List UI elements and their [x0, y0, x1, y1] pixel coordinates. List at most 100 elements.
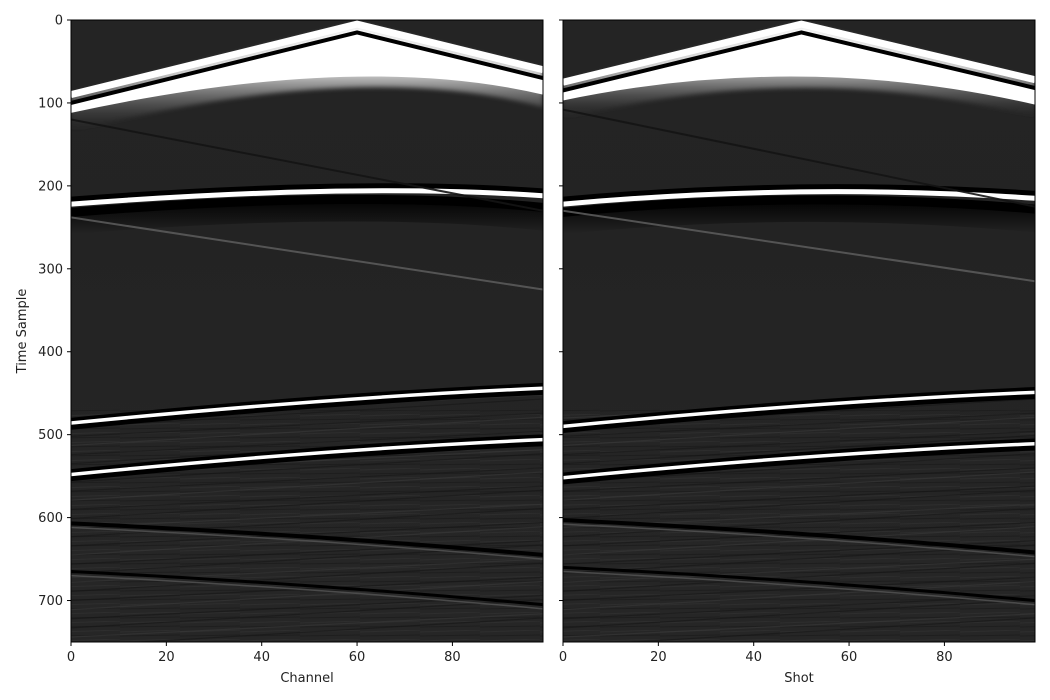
direct-wave-peak	[71, 20, 543, 99]
texture-line	[563, 558, 1035, 583]
hyperbola-peak	[71, 188, 543, 207]
hyperbola-precursor	[563, 184, 1035, 202]
texture-line	[563, 434, 1035, 465]
texture-line	[71, 540, 543, 565]
panel-right: 0 20 40 60 80	[559, 19, 1036, 665]
y-tick-label: 100	[38, 96, 63, 111]
faint-linear-event	[563, 209, 1035, 283]
faint-linear-event	[563, 108, 1035, 208]
reflection-flank	[71, 434, 543, 474]
direct-wave-trough	[563, 30, 1035, 93]
x-tick-label: 20	[650, 650, 667, 665]
direct-wave-peak	[563, 20, 1035, 86]
y-tick-label: 700	[38, 594, 63, 609]
hyperbola-precursor	[71, 183, 543, 202]
texture-line	[563, 594, 1035, 620]
reflection-flank	[71, 441, 543, 482]
texture-line	[563, 526, 1035, 556]
direct-wave-core	[71, 34, 543, 113]
texture-line	[71, 521, 543, 547]
panel-left: 0 20 40 60 80 0 100 200 300 400 500 600 700	[38, 14, 544, 665]
texture-line	[71, 412, 543, 437]
texture-line	[71, 599, 543, 629]
y-tick-label: 300	[38, 262, 63, 277]
dark-event	[71, 521, 543, 557]
reflection-flank	[563, 445, 1035, 485]
dark-event-sidelobe	[71, 526, 543, 560]
dark-event-sidelobe	[563, 523, 1035, 558]
faint-linear-event	[71, 216, 543, 291]
texture-line	[563, 580, 1035, 611]
x-tick-label: 0	[559, 650, 567, 665]
texture-line	[563, 562, 1035, 593]
texture-line	[71, 430, 543, 456]
texture-line	[563, 489, 1035, 520]
dark-event-sidelobe	[71, 574, 543, 610]
reflection-event	[71, 386, 543, 425]
texture-line	[130, 617, 543, 642]
reflection-event	[71, 437, 543, 477]
texture-line	[563, 471, 1035, 501]
reflection-flank	[71, 389, 543, 430]
hyperbola-shadow	[563, 199, 1035, 234]
hyperbola-peak	[563, 189, 1035, 207]
x-tick-label: 20	[158, 650, 175, 665]
texture-line	[71, 485, 543, 510]
direct-wave-core	[563, 34, 1035, 105]
texture-line	[71, 503, 543, 529]
x-tick-label: 40	[745, 650, 762, 665]
y-tick-label: 200	[38, 179, 63, 194]
axes-frame	[70, 19, 544, 643]
image-area	[71, 20, 543, 642]
reflection-flank	[71, 382, 543, 422]
axes-frame	[562, 19, 1036, 643]
texture-line	[563, 613, 1035, 638]
image-area	[563, 20, 1035, 642]
reflection-flank	[563, 387, 1035, 426]
hyperbola-trough	[71, 194, 543, 217]
texture-line	[71, 471, 543, 501]
faint-linear-event	[71, 118, 543, 212]
reflection-event	[563, 390, 1035, 429]
reflection-flank	[563, 438, 1035, 477]
texture-line	[563, 485, 1035, 510]
dark-event-sidelobe	[563, 570, 1035, 606]
reflection-event	[563, 442, 1035, 480]
texture-line	[71, 594, 543, 620]
texture-line	[563, 576, 1035, 602]
x-tick-label: 40	[253, 650, 270, 665]
dark-event	[563, 518, 1035, 555]
texture-line	[71, 398, 543, 428]
texture-line	[563, 453, 1035, 483]
hyperbola-trough	[563, 195, 1035, 217]
dark-event	[71, 570, 543, 607]
x-axis-label-right: Shot	[784, 671, 814, 686]
x-axis-label-left: Channel	[280, 671, 333, 686]
texture-line	[71, 558, 543, 583]
y-tick-label: 600	[38, 511, 63, 526]
dark-event	[563, 565, 1035, 603]
y-tick-label: 400	[38, 345, 63, 360]
texture-line	[563, 507, 1035, 538]
reflection-flank	[563, 394, 1035, 434]
texture-line	[563, 412, 1035, 437]
texture-line	[622, 617, 1035, 642]
texture-line	[563, 599, 1035, 629]
y-axis-label: Time Sample	[15, 289, 30, 375]
texture-line	[71, 580, 543, 611]
texture-line	[71, 416, 543, 447]
texture-line	[71, 453, 543, 483]
texture-line	[563, 416, 1035, 447]
texture-line	[71, 613, 543, 638]
x-tick-label: 80	[444, 650, 461, 665]
direct-wave-trough	[71, 30, 543, 105]
x-tick-label: 60	[349, 650, 366, 665]
texture-line	[563, 467, 1035, 492]
texture-line	[71, 562, 543, 593]
y-tick-label: 0	[55, 14, 63, 29]
texture-line	[71, 467, 543, 492]
texture-line	[71, 576, 543, 602]
texture-line	[71, 489, 543, 520]
texture-line	[563, 430, 1035, 456]
